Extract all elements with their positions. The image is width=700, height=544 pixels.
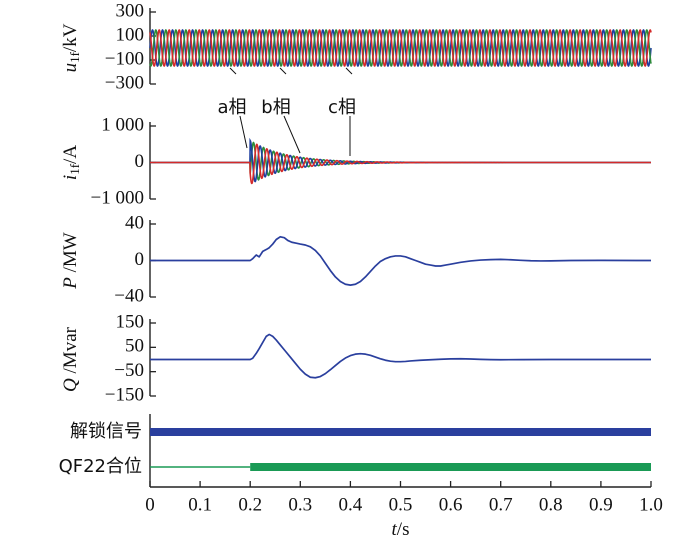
xtick-label: 0.7 bbox=[489, 494, 513, 515]
signal-label-unlock: 解锁信号 bbox=[70, 421, 142, 442]
panel-3-ytick-label: 50 bbox=[125, 336, 144, 357]
panel-1-ytick-label: 0 bbox=[135, 151, 145, 172]
xtick-label: 0.8 bbox=[539, 494, 563, 515]
panel-3-ytick-label: −150 bbox=[105, 384, 144, 405]
panel-0-ytick-label: 100 bbox=[116, 24, 145, 45]
panel-3-ylabel: Q /Mvar bbox=[60, 326, 81, 392]
panel-3-ytick-label: −50 bbox=[114, 360, 144, 381]
voltage-series-1 bbox=[149, 28, 652, 68]
voltage-series-2 bbox=[149, 29, 652, 67]
signal-label-qf22: QF22合位 bbox=[59, 456, 142, 477]
voltage-series-3 bbox=[149, 29, 652, 67]
current-series-2 bbox=[150, 141, 651, 181]
panel-1-ylabel: i1f/A bbox=[60, 145, 82, 180]
panel-1-ytick-label: 1 000 bbox=[101, 114, 144, 135]
panel-0-ytick-label: −100 bbox=[105, 48, 144, 69]
annotation-leader-bottom-2 bbox=[283, 115, 301, 154]
current-series-1 bbox=[150, 137, 651, 183]
panel-0-ytick-label: −300 bbox=[105, 72, 144, 93]
xtick-label: 0.1 bbox=[188, 494, 212, 515]
annotation-leader-bottom-1 bbox=[239, 115, 248, 149]
annotation-leader-top-3 bbox=[345, 67, 353, 75]
active-power-line bbox=[150, 235, 652, 286]
reactive-power-line bbox=[150, 333, 651, 379]
x-axis-label: t/s bbox=[392, 519, 410, 540]
panel-2-ytick-label: 40 bbox=[125, 212, 144, 233]
panel-2-ylabel: P /MW bbox=[60, 232, 81, 290]
xtick-label: 0 bbox=[145, 494, 155, 515]
annotation-leader-top-2 bbox=[279, 67, 287, 75]
annotation-leader-top-1 bbox=[229, 67, 237, 75]
phase-annotation-2: b相 bbox=[261, 97, 290, 118]
xtick-label: 0.4 bbox=[339, 494, 363, 515]
xtick-label: 0.9 bbox=[589, 494, 613, 515]
xtick-label: 0.5 bbox=[389, 494, 413, 515]
xtick-label: 0.2 bbox=[238, 494, 262, 515]
panel-3-ytick-label: 150 bbox=[116, 311, 145, 332]
panel-2-ytick-label: −40 bbox=[114, 285, 144, 306]
panel-0-ylabel: u1f/kV bbox=[60, 23, 82, 72]
phase-annotation-1: a相 bbox=[217, 97, 246, 118]
xtick-label: 0.6 bbox=[439, 494, 463, 515]
xtick-label: 1.0 bbox=[639, 494, 663, 515]
panel-1-ytick-label: −1 000 bbox=[91, 187, 144, 208]
phase-annotation-3: c相 bbox=[328, 97, 356, 118]
xtick-label: 0.3 bbox=[288, 494, 312, 515]
panel-0-ytick-label: 300 bbox=[116, 0, 145, 21]
current-series-3 bbox=[150, 143, 651, 185]
panel-2-ytick-label: 0 bbox=[135, 249, 145, 270]
